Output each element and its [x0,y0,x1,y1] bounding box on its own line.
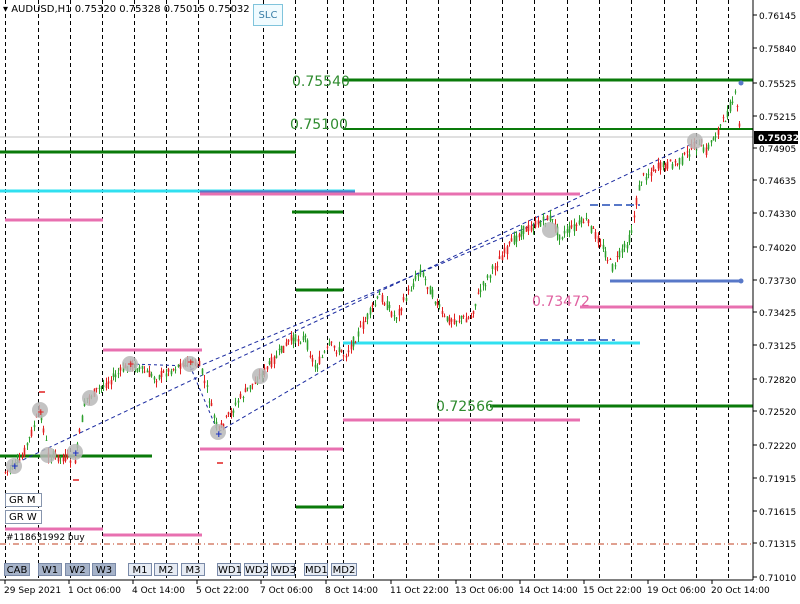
time-axis-label: 7 Oct 06:00 [260,586,313,596]
price-axis-label: 0.71915 [759,475,796,485]
price-dot [738,80,744,86]
signal-arrow-icon: + [215,430,223,440]
signal-arrow-icon: + [37,408,45,418]
fractal-marker[interactable] [252,368,268,384]
timeframe-button-w2[interactable]: W2 [65,563,90,576]
price-axis-label: 0.74635 [759,177,796,187]
timeframe-button-md1[interactable]: MD1 [304,563,328,576]
time-axis-label: 29 Sep 2021 [4,586,61,596]
level-price-label: 0.73472 [532,294,590,310]
signal-arrow-icon: + [187,358,195,368]
signal-arrow-icon: + [11,462,19,472]
ohlc-values: 0.75320 0.75328 0.75015 0.75032 [74,4,250,15]
price-axis-label: 0.73125 [759,342,796,352]
price-axis-label: 0.74330 [759,210,796,220]
level-price-label: 0.75540 [292,74,350,90]
price-axis-label: 0.75525 [759,80,796,90]
time-axis-label: 5 Oct 22:00 [196,586,249,596]
price-axis-label: 0.72820 [759,376,796,386]
timeframe-button-wd3[interactable]: WD3 [271,563,296,576]
channel-line-lower [217,357,346,433]
level-endpoint [738,278,744,284]
price-axis-label: 0.74905 [759,145,796,155]
fractal-marker[interactable] [542,222,558,238]
time-axis-label: 8 Oct 14:00 [325,586,378,596]
timeframe-button-wd2[interactable]: WD2 [244,563,269,576]
order-label: #118631992 buy [6,533,85,543]
time-axis-label: 11 Oct 22:00 [390,586,449,596]
price-axis-label: 0.76145 [759,12,796,22]
gr-m-button[interactable]: GR M [5,493,42,507]
timeframe-button-md2[interactable]: MD2 [331,563,357,576]
fractal-marker[interactable] [40,447,56,463]
time-axis-label: 1 Oct 06:00 [68,586,121,596]
time-axis-label: 4 Oct 14:00 [132,586,185,596]
fractal-marker[interactable] [82,390,98,406]
current-price-box [754,131,798,144]
time-axis-label: 19 Oct 06:00 [647,586,706,596]
timeframe-button-w3[interactable]: W3 [92,563,116,576]
fractal-marker[interactable] [67,444,83,460]
timeframe-button-cab[interactable]: CAB [4,563,30,576]
chart-header: ▾ AUDUSD,H1 0.75320 0.75328 0.75015 0.75… [3,4,250,15]
channel-line-upper [9,139,701,467]
symbol-timeframe: AUDUSD,H1 [11,4,72,15]
price-axis-label: 0.72220 [759,442,796,452]
gr-w-button[interactable]: GR W [5,510,42,524]
price-axis-label: 0.71010 [759,574,796,584]
level-price-label: 0.75100 [290,117,348,133]
timeframe-button-m1[interactable]: M1 [128,563,152,576]
price-axis-label: 0.74020 [759,244,796,254]
fractal-marker[interactable] [122,356,138,372]
time-axis-label: 14 Oct 14:00 [519,586,578,596]
time-axis-label: 13 Oct 06:00 [455,586,514,596]
price-axis-label: 0.73730 [759,277,796,287]
fractal-marker[interactable] [32,402,48,418]
price-axis-label: 0.73425 [759,309,796,319]
price-axis-label: 0.71315 [759,540,796,550]
timeframe-button-m3[interactable]: M3 [181,563,205,576]
fractal-marker[interactable] [182,356,198,372]
fractal-marker[interactable] [6,458,22,474]
level-price-label: 0.72566 [436,399,494,415]
price-axis-label: 0.71615 [759,508,796,518]
current-price-label: 0.75032 [758,134,799,144]
collapse-triangle-icon[interactable]: ▾ [3,4,9,15]
signal-arrow-icon: + [127,360,135,370]
signal-arrow-icon: + [72,449,80,459]
zigzag-line [129,363,219,433]
time-axis-label: 20 Oct 14:00 [711,586,770,596]
price-axis-label: 0.75840 [759,45,796,55]
fractal-marker[interactable] [210,424,226,440]
price-axis-label: 0.72520 [759,408,796,418]
fractal-marker[interactable] [687,133,703,149]
timeframe-button-m2[interactable]: M2 [154,563,178,576]
timeframe-button-w1[interactable]: W1 [38,563,62,576]
timeframe-button-wd1[interactable]: WD1 [217,563,242,576]
time-axis-label: 15 Oct 22:00 [583,586,642,596]
price-axis-label: 0.75215 [759,113,796,123]
slc-button[interactable]: SLC [253,4,283,26]
